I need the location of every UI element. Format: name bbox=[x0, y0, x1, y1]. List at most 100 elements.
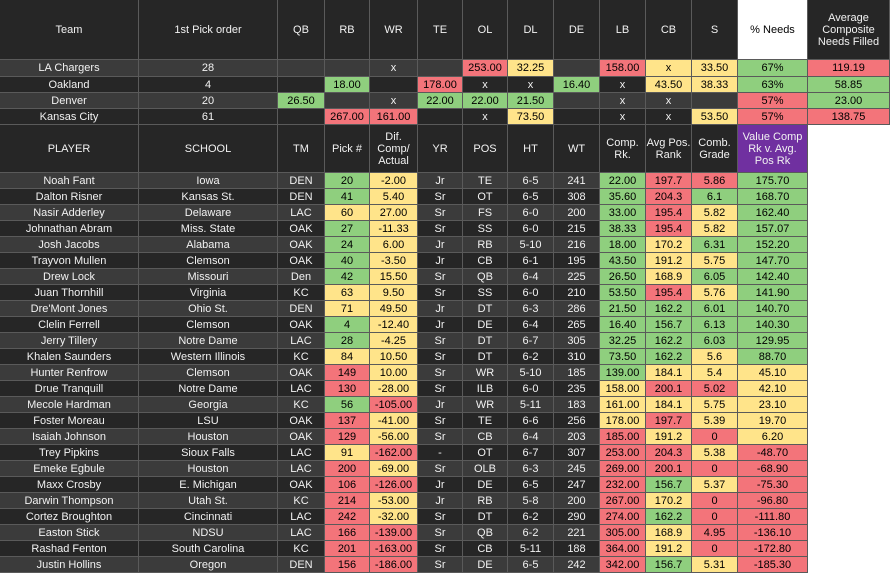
player-row-1-col-9[interactable]: 35.60 bbox=[600, 189, 646, 205]
player-row-3-col-5[interactable]: Sr bbox=[418, 221, 463, 237]
player-row-17-col-10[interactable]: 204.3 bbox=[646, 445, 692, 461]
player-row-10-col-2[interactable]: LAC bbox=[278, 333, 325, 349]
player-row-5-col-7[interactable]: 6-1 bbox=[508, 253, 554, 269]
player-header-7[interactable]: HT bbox=[508, 125, 554, 173]
player-row-17-col-0[interactable]: Trey Pipkins bbox=[0, 445, 139, 461]
player-row-22-col-11[interactable]: 4.95 bbox=[692, 525, 738, 541]
player-row-2-col-0[interactable]: Nasir Adderley bbox=[0, 205, 139, 221]
player-row-0-col-0[interactable]: Noah Fant bbox=[0, 173, 139, 189]
team-header-8[interactable]: DE bbox=[554, 0, 600, 60]
team-header-10[interactable]: CB bbox=[646, 0, 692, 60]
player-row-8-col-9[interactable]: 21.50 bbox=[600, 301, 646, 317]
player-row-16-col-5[interactable]: Sr bbox=[418, 429, 463, 445]
player-row-3-col-8[interactable]: 215 bbox=[554, 221, 600, 237]
player-row-2-col-10[interactable]: 195.4 bbox=[646, 205, 692, 221]
player-row-13-col-1[interactable]: Notre Dame bbox=[139, 381, 278, 397]
player-row-3-col-12[interactable]: 157.07 bbox=[738, 221, 808, 237]
player-row-2-col-2[interactable]: LAC bbox=[278, 205, 325, 221]
player-row-24-col-12[interactable]: -185.30 bbox=[738, 557, 808, 573]
player-row-17-col-12[interactable]: -48.70 bbox=[738, 445, 808, 461]
team-row-0-needs[interactable]: 67% bbox=[738, 60, 808, 77]
player-row-17-col-11[interactable]: 5.38 bbox=[692, 445, 738, 461]
team-row-3-needs[interactable]: 57% bbox=[738, 109, 808, 125]
player-row-24-col-6[interactable]: DE bbox=[463, 557, 508, 573]
player-row-2-col-7[interactable]: 6-0 bbox=[508, 205, 554, 221]
player-header-0[interactable]: PLAYER bbox=[0, 125, 139, 173]
player-row-7-col-0[interactable]: Juan Thornhill bbox=[0, 285, 139, 301]
player-row-6-col-8[interactable]: 225 bbox=[554, 269, 600, 285]
team-row-0-RB[interactable] bbox=[325, 60, 370, 77]
player-row-18-col-5[interactable]: Sr bbox=[418, 461, 463, 477]
team-row-2-S[interactable] bbox=[692, 93, 738, 109]
team-row-1-CB[interactable]: 43.50 bbox=[646, 77, 692, 93]
player-row-16-col-2[interactable]: OAK bbox=[278, 429, 325, 445]
player-row-14-col-12[interactable]: 23.10 bbox=[738, 397, 808, 413]
player-row-3-col-1[interactable]: Miss. State bbox=[139, 221, 278, 237]
player-row-11-col-5[interactable]: Sr bbox=[418, 349, 463, 365]
team-row-1-DE[interactable]: 16.40 bbox=[554, 77, 600, 93]
player-row-22-col-1[interactable]: NDSU bbox=[139, 525, 278, 541]
player-row-1-col-2[interactable]: DEN bbox=[278, 189, 325, 205]
player-row-0-col-8[interactable]: 241 bbox=[554, 173, 600, 189]
player-row-15-col-7[interactable]: 6-6 bbox=[508, 413, 554, 429]
player-header-10[interactable]: Avg Pos. Rank bbox=[646, 125, 692, 173]
player-row-12-col-8[interactable]: 185 bbox=[554, 365, 600, 381]
player-row-20-col-11[interactable]: 0 bbox=[692, 493, 738, 509]
player-header-12[interactable]: Value Comp Rk v. Avg. Pos Rk bbox=[738, 125, 808, 173]
player-row-16-col-9[interactable]: 185.00 bbox=[600, 429, 646, 445]
player-row-20-col-1[interactable]: Utah St. bbox=[139, 493, 278, 509]
player-row-4-col-7[interactable]: 5-10 bbox=[508, 237, 554, 253]
player-row-18-col-4[interactable]: -69.00 bbox=[370, 461, 418, 477]
player-row-10-col-1[interactable]: Notre Dame bbox=[139, 333, 278, 349]
player-row-21-col-0[interactable]: Cortez Broughton bbox=[0, 509, 139, 525]
player-row-4-col-6[interactable]: RB bbox=[463, 237, 508, 253]
player-row-2-col-11[interactable]: 5.82 bbox=[692, 205, 738, 221]
player-row-19-col-10[interactable]: 156.7 bbox=[646, 477, 692, 493]
player-row-18-col-11[interactable]: 0 bbox=[692, 461, 738, 477]
player-row-9-col-4[interactable]: -12.40 bbox=[370, 317, 418, 333]
player-header-3[interactable]: Pick # bbox=[325, 125, 370, 173]
player-row-20-col-10[interactable]: 170.2 bbox=[646, 493, 692, 509]
player-row-15-col-2[interactable]: OAK bbox=[278, 413, 325, 429]
player-row-20-col-4[interactable]: -53.00 bbox=[370, 493, 418, 509]
player-row-23-col-7[interactable]: 5-11 bbox=[508, 541, 554, 557]
player-row-8-col-7[interactable]: 6-3 bbox=[508, 301, 554, 317]
player-row-12-col-10[interactable]: 184.1 bbox=[646, 365, 692, 381]
player-row-22-col-9[interactable]: 305.00 bbox=[600, 525, 646, 541]
player-row-13-col-12[interactable]: 42.10 bbox=[738, 381, 808, 397]
player-row-24-col-0[interactable]: Justin Hollins bbox=[0, 557, 139, 573]
player-row-8-col-2[interactable]: DEN bbox=[278, 301, 325, 317]
player-row-24-col-8[interactable]: 242 bbox=[554, 557, 600, 573]
player-row-23-col-11[interactable]: 0 bbox=[692, 541, 738, 557]
player-row-5-col-2[interactable]: OAK bbox=[278, 253, 325, 269]
player-header-8[interactable]: WT bbox=[554, 125, 600, 173]
player-row-8-col-11[interactable]: 6.01 bbox=[692, 301, 738, 317]
player-row-4-col-3[interactable]: 24 bbox=[325, 237, 370, 253]
player-row-4-col-12[interactable]: 152.20 bbox=[738, 237, 808, 253]
player-row-19-col-6[interactable]: DE bbox=[463, 477, 508, 493]
player-row-14-col-3[interactable]: 56 bbox=[325, 397, 370, 413]
team-row-3-avg[interactable]: 138.75 bbox=[808, 109, 890, 125]
team-row-0-WR[interactable]: x bbox=[370, 60, 418, 77]
player-row-0-col-12[interactable]: 175.70 bbox=[738, 173, 808, 189]
player-row-24-col-5[interactable]: Sr bbox=[418, 557, 463, 573]
player-row-11-col-2[interactable]: KC bbox=[278, 349, 325, 365]
player-row-7-col-11[interactable]: 5.76 bbox=[692, 285, 738, 301]
player-row-14-col-6[interactable]: WR bbox=[463, 397, 508, 413]
player-row-3-col-10[interactable]: 195.4 bbox=[646, 221, 692, 237]
player-row-17-col-1[interactable]: Sioux Falls bbox=[139, 445, 278, 461]
team-row-3-OL[interactable]: x bbox=[463, 109, 508, 125]
player-row-21-col-5[interactable]: Sr bbox=[418, 509, 463, 525]
player-row-16-col-4[interactable]: -56.00 bbox=[370, 429, 418, 445]
team-row-3-WR[interactable]: 161.00 bbox=[370, 109, 418, 125]
team-header-13[interactable]: Average Composite Needs Filled bbox=[808, 0, 890, 60]
player-row-3-col-9[interactable]: 38.33 bbox=[600, 221, 646, 237]
player-row-22-col-7[interactable]: 6-2 bbox=[508, 525, 554, 541]
team-row-3-TE[interactable] bbox=[418, 109, 463, 125]
player-row-6-col-3[interactable]: 42 bbox=[325, 269, 370, 285]
team-row-2-avg[interactable]: 23.00 bbox=[808, 93, 890, 109]
player-row-11-col-8[interactable]: 310 bbox=[554, 349, 600, 365]
player-row-10-col-12[interactable]: 129.95 bbox=[738, 333, 808, 349]
player-row-7-col-4[interactable]: 9.50 bbox=[370, 285, 418, 301]
player-row-24-col-11[interactable]: 5.31 bbox=[692, 557, 738, 573]
